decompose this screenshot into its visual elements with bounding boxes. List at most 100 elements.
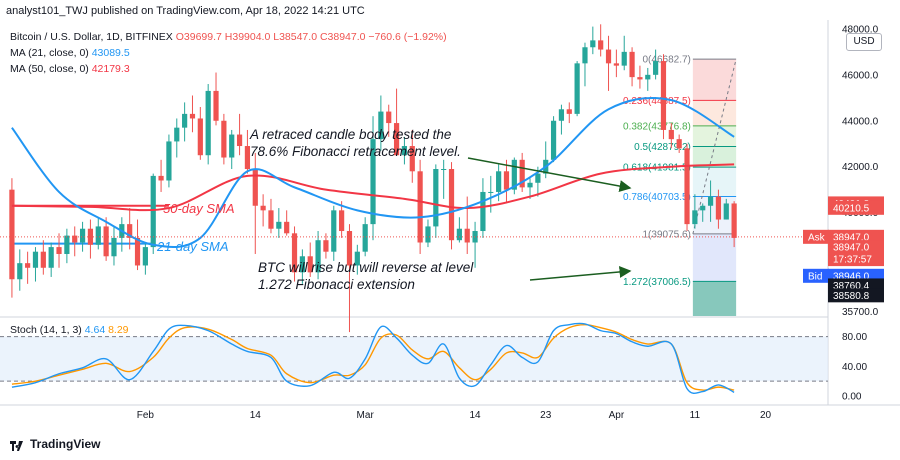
candle-body: [417, 171, 423, 243]
ma50-label: MA (50, close, 0): [10, 63, 89, 75]
price-tick-label: 42000.0: [842, 162, 879, 173]
candle-body: [386, 111, 392, 124]
candle-body: [284, 221, 290, 234]
candle-body: [205, 90, 211, 156]
candle-body: [32, 251, 39, 268]
candle-body: [48, 247, 54, 268]
price-tick-label: 35700.0: [842, 307, 879, 318]
time-tick-label: 20: [760, 410, 772, 421]
candle-body: [378, 111, 384, 140]
candle-body: [425, 226, 431, 243]
candle-body: [637, 77, 643, 80]
candle-body: [213, 90, 219, 121]
price-tag-bid-label-bg: [803, 268, 829, 283]
candle-body: [362, 224, 368, 252]
candle-body: [323, 240, 329, 252]
candle-body: [503, 171, 510, 190]
candle-body: [676, 139, 682, 149]
candle-body: [260, 205, 266, 211]
candle-body: [456, 228, 462, 241]
candle-body: [370, 139, 376, 225]
candle-body: [142, 247, 148, 266]
candle-body: [660, 61, 667, 130]
fib-band: [692, 59, 737, 101]
fib-level-label: 1(39075.6): [643, 229, 691, 240]
stoch-label: Stoch (14, 1, 3): [10, 324, 82, 336]
price-tick-label: 46000.0: [842, 70, 879, 81]
price-tag-ask-label-bg: [803, 229, 829, 244]
annotation-rise-line1: BTC will rise but will reverse at level: [258, 260, 474, 275]
candle-body: [17, 263, 23, 280]
candle-body: [629, 51, 635, 78]
fib-level-label: 0.786(40703.5): [623, 192, 691, 203]
candle-body: [700, 205, 706, 211]
candle-body: [692, 210, 698, 225]
fib-band: [692, 233, 737, 282]
candle-body: [566, 109, 572, 114]
open-value: O39699.7: [175, 31, 222, 43]
stoch-d-value: 8.29: [108, 324, 129, 336]
tradingview-logo[interactable]: TradingView: [10, 437, 100, 451]
candle-body: [448, 169, 455, 241]
candle-body: [268, 210, 274, 229]
tradingview-logo-icon: [10, 440, 26, 451]
high-value: H39904.0: [224, 31, 271, 43]
candle-body: [174, 127, 180, 142]
candle-body: [197, 118, 203, 156]
price-tag-last-bg: [828, 240, 884, 267]
candle-body: [221, 120, 227, 158]
candle-body: [189, 113, 196, 119]
price-tag-bg: [828, 200, 884, 215]
candle-body: [229, 134, 235, 158]
candle-body: [550, 120, 557, 160]
stoch-legend[interactable]: Stoch (14, 1, 3) 4.64 8.29: [10, 324, 129, 336]
candle-body: [723, 203, 729, 220]
ma50-legend[interactable]: MA (50, close, 0) 42179.3: [10, 63, 130, 75]
candle-body: [252, 169, 258, 206]
candle-body: [684, 148, 690, 225]
candle-body: [339, 210, 345, 232]
candle-body: [707, 196, 714, 206]
low-value: L38547.0: [273, 31, 318, 43]
candle-body: [291, 233, 298, 273]
annotation-sma50: 50-day SMA: [163, 201, 235, 216]
candle-body: [244, 146, 251, 169]
candle-body: [236, 134, 243, 147]
price-tag-ask-value: 38947.0: [833, 232, 870, 243]
candle-body: [653, 61, 659, 75]
ma21-legend[interactable]: MA (21, close, 0) 43089.5: [10, 47, 130, 59]
fib-level-label: 0.5(42879.2): [634, 142, 691, 153]
candle-body: [621, 51, 627, 66]
fib-level-label: 0(46682.7): [643, 55, 691, 66]
candle-body: [134, 237, 141, 266]
price-tag-bg: [828, 288, 884, 303]
candle-body: [40, 251, 46, 268]
currency-button[interactable]: USD: [846, 33, 882, 51]
candle-body: [590, 40, 596, 48]
candle-body: [346, 231, 353, 266]
annotation-retrace-line1: A retraced candle body tested the: [249, 127, 451, 142]
candle-body: [111, 237, 117, 257]
candle-body: [409, 146, 415, 172]
stoch-band-fill: [0, 336, 828, 382]
symbol-name: Bitcoin / U.S. Dollar, 1D, BITFINEX: [10, 31, 173, 43]
candle-body: [315, 240, 321, 273]
candle-body: [668, 129, 674, 140]
time-tick-label: Apr: [609, 410, 625, 421]
price-tick-label: 44000.0: [842, 116, 879, 127]
candle-body: [299, 256, 305, 273]
stoch-k-value: 4.64: [84, 324, 106, 336]
candle-body: [433, 169, 439, 227]
time-tick-label: Feb: [137, 410, 155, 421]
ma21-line: [11, 96, 735, 249]
candle-body: [605, 49, 612, 64]
ma50-line: [11, 163, 735, 212]
candle-body: [64, 235, 70, 254]
candle-body: [56, 247, 62, 254]
candle-body: [519, 159, 525, 188]
fib-level-label: 0.382(43776.8): [623, 121, 691, 132]
time-tick-label: 11: [690, 410, 701, 421]
ma50-value: 42179.3: [91, 63, 130, 75]
candle-body: [511, 159, 517, 190]
